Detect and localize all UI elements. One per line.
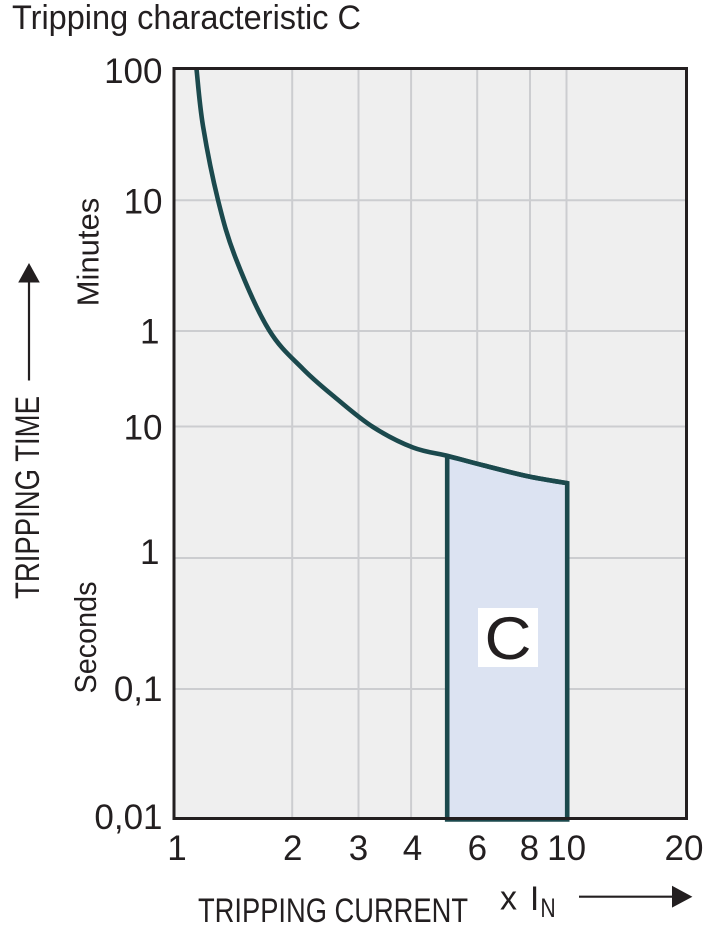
svg-text:6: 6 [468, 829, 487, 868]
svg-text:Minutes: Minutes [71, 198, 106, 307]
svg-text:Seconds: Seconds [68, 582, 103, 694]
svg-text:x: x [500, 880, 517, 918]
svg-text:TRIPPING CURRENT: TRIPPING CURRENT [198, 892, 468, 928]
svg-text:0,1: 0,1 [114, 670, 163, 709]
svg-text:10: 10 [124, 409, 163, 448]
svg-text:Tripping characteristic C: Tripping characteristic C [12, 0, 361, 37]
svg-text:1: 1 [167, 829, 186, 868]
svg-text:4: 4 [403, 829, 422, 868]
svg-text:10: 10 [547, 829, 586, 868]
svg-text:TRIPPING TIME: TRIPPING TIME [9, 396, 47, 599]
svg-text:I: I [530, 880, 539, 918]
svg-text:2: 2 [283, 829, 302, 868]
svg-text:100: 100 [104, 52, 162, 91]
svg-text:C: C [485, 605, 532, 672]
svg-text:10: 10 [124, 183, 163, 222]
svg-text:8: 8 [520, 829, 539, 868]
svg-text:1: 1 [140, 313, 159, 352]
svg-text:20: 20 [665, 829, 704, 868]
svg-text:3: 3 [349, 829, 368, 868]
svg-text:1: 1 [140, 533, 159, 572]
svg-text:N: N [540, 893, 555, 923]
svg-text:0,01: 0,01 [94, 798, 162, 837]
